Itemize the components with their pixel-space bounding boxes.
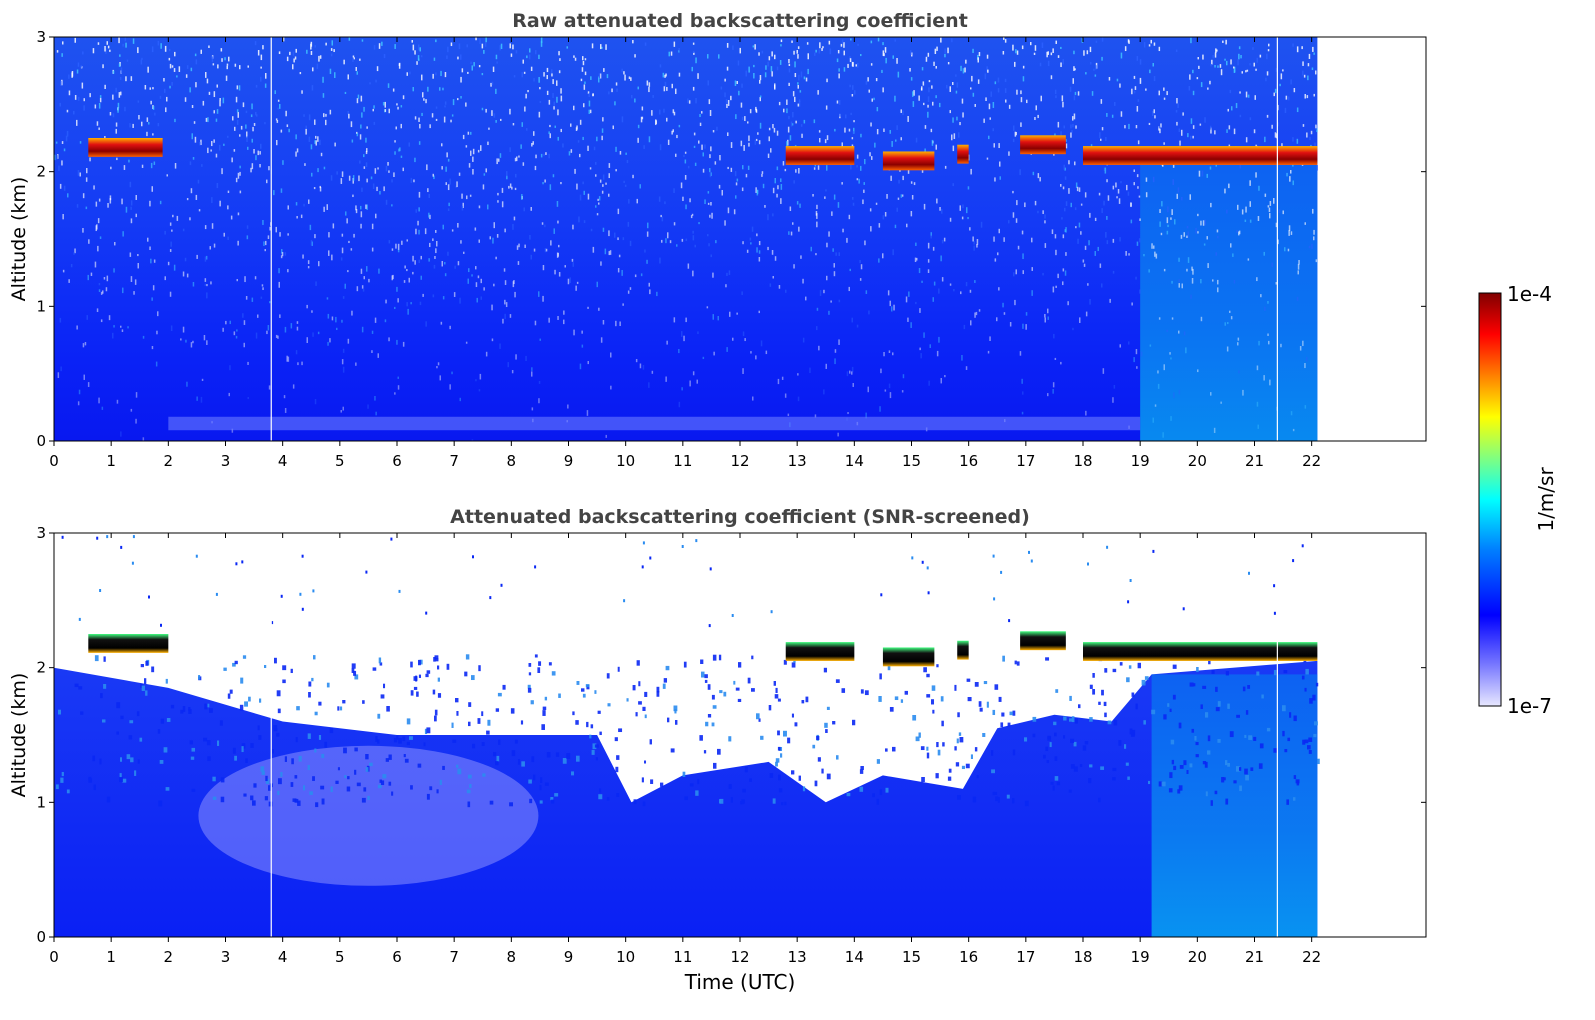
colorbar-min-label: 1e-7 (1507, 694, 1552, 718)
x-tick-label: 15 (902, 452, 921, 470)
x-tick-label: 12 (730, 452, 749, 470)
cloud-layers (88, 135, 1318, 171)
chart-title: Attenuated backscattering coefficient (S… (450, 506, 1030, 528)
x-tick-label: 16 (959, 948, 978, 966)
x-tick-label: 3 (221, 948, 231, 966)
x-tick-label: 11 (673, 452, 692, 470)
cloud-layer (1083, 146, 1318, 165)
x-tick-label: 20 (1188, 452, 1207, 470)
y-axis: 0 1 2 3 (36, 524, 1426, 946)
x-axis: 0 1 2 3 4 5 6 7 8 9 10 11 12 13 14 15 16 17 18 19 20 21 22 (49, 37, 1321, 470)
x-tick-label: 1 (106, 948, 116, 966)
x-tick-label: 5 (335, 452, 345, 470)
colorbar-gradient (1478, 292, 1502, 707)
y-tick-label: 1 (36, 297, 46, 315)
x-tick-label: 10 (616, 452, 635, 470)
x-tick-label: 0 (49, 948, 59, 966)
x-tick-label: 19 (1131, 452, 1150, 470)
x-tick-label: 8 (507, 452, 517, 470)
x-tick-label: 22 (1302, 948, 1321, 966)
x-tick-label: 13 (788, 452, 807, 470)
cloud-layer (1083, 642, 1318, 661)
x-axis-label: Time (UTC) (684, 970, 796, 994)
colorbar-label: 1/m/sr (1534, 467, 1558, 532)
colorbar: 1e-4 1e-7 1/m/sr (1478, 282, 1558, 718)
x-tick-label: 2 (164, 948, 174, 966)
heatmap-area (54, 533, 1320, 937)
x-tick-label: 8 (507, 948, 517, 966)
y-axis-label: Altitude (km) (8, 673, 30, 798)
cloud-layer (882, 151, 935, 171)
y-axis-label: Altitude (km) (8, 177, 30, 302)
cloud-layer (785, 642, 855, 661)
cloud-layer (882, 647, 935, 667)
cloud-layer (785, 146, 855, 165)
colorbar-max-label: 1e-4 (1507, 282, 1552, 306)
x-tick-label: 21 (1245, 948, 1264, 966)
x-axis: 0 1 2 3 4 5 6 7 8 9 10 11 12 13 14 15 16 17 18 19 20 21 22 (49, 533, 1321, 966)
x-tick-label: 22 (1302, 452, 1321, 470)
boundary-layer-field (1140, 158, 1318, 441)
x-tick-label: 1 (106, 452, 116, 470)
chart-title: Raw attenuated backscattering coefficien… (512, 10, 968, 32)
x-tick-label: 18 (1073, 948, 1092, 966)
screened-speckle (55, 535, 1320, 808)
x-tick-label: 16 (959, 452, 978, 470)
x-tick-label: 7 (449, 452, 459, 470)
cloud-layer (957, 144, 969, 164)
x-tick-label: 21 (1245, 452, 1264, 470)
cloud-layers (88, 631, 1318, 667)
cloud-layer (1020, 135, 1066, 155)
raw-backscatter-panel: 0 1 2 3 4 5 6 7 8 9 10 11 12 13 14 15 16 17 18 19 20 21 220123… (8, 10, 1427, 470)
x-tick-label: 9 (564, 452, 574, 470)
y-tick-label: 3 (36, 28, 46, 46)
y-tick-label: 0 (36, 432, 46, 450)
x-tick-label: 17 (1016, 452, 1035, 470)
y-tick-label: 2 (36, 659, 46, 677)
x-tick-label: 12 (730, 948, 749, 966)
x-tick-label: 17 (1016, 948, 1035, 966)
x-tick-label: 2 (164, 452, 174, 470)
x-tick-label: 20 (1188, 948, 1207, 966)
heatmap-area (54, 37, 1318, 441)
x-tick-label: 15 (902, 948, 921, 966)
noise-speckle (54, 37, 1318, 441)
x-tick-label: 3 (221, 452, 231, 470)
x-tick-label: 4 (278, 948, 288, 966)
y-axis: 0 1 2 3 (36, 28, 1426, 450)
x-tick-label: 7 (449, 948, 459, 966)
cloud-layer (88, 138, 163, 157)
x-tick-label: 10 (616, 948, 635, 966)
x-tick-label: 14 (845, 948, 864, 966)
x-tick-label: 9 (564, 948, 574, 966)
y-tick-label: 2 (36, 163, 46, 181)
x-tick-label: 13 (788, 948, 807, 966)
surface-band (168, 416, 1141, 431)
x-tick-label: 6 (392, 452, 402, 470)
y-tick-label: 3 (36, 524, 46, 542)
cloud-layer (1020, 631, 1066, 651)
cloud-layer (957, 640, 969, 660)
x-tick-label: 4 (278, 452, 288, 470)
x-tick-label: 6 (392, 948, 402, 966)
screened-backscatter-panel: 0 1 2 3 4 5 6 7 8 9 10 11 12 13 14 15 16 17 18 19 20 21 220123… (8, 506, 1427, 994)
aerosol-patch (198, 745, 539, 886)
x-tick-label: 5 (335, 948, 345, 966)
y-tick-label: 1 (36, 793, 46, 811)
x-tick-label: 19 (1131, 948, 1150, 966)
x-tick-label: 11 (673, 948, 692, 966)
x-tick-label: 0 (49, 452, 59, 470)
x-tick-label: 14 (845, 452, 864, 470)
y-tick-label: 0 (36, 928, 46, 946)
x-tick-label: 18 (1073, 452, 1092, 470)
cloud-layer (88, 634, 169, 653)
boundary-layer-field (1151, 674, 1318, 937)
